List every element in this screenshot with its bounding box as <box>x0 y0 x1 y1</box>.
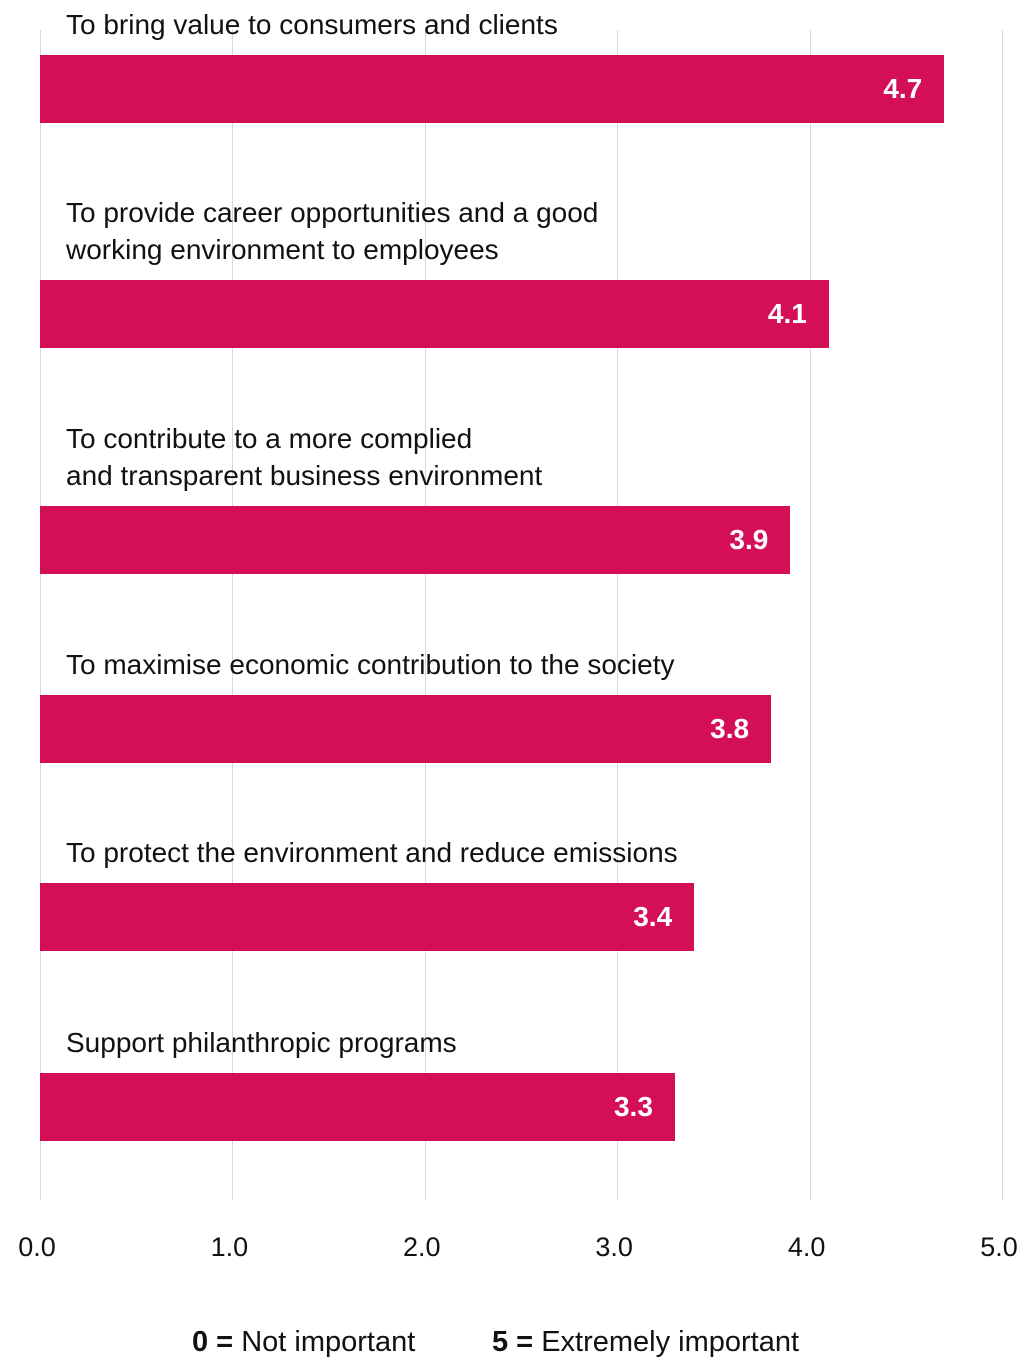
x-tick-label: 5.0 <box>980 1232 1018 1262</box>
category-label-line: Support philanthropic programs <box>66 1027 457 1058</box>
gridline <box>1002 30 1003 1200</box>
legend-key: 0 = <box>192 1326 234 1358</box>
x-tick-label: 0.0 <box>18 1232 56 1262</box>
category-label: To protect the environment and reduce em… <box>66 834 678 871</box>
gridline <box>809 30 811 1200</box>
gridline <box>424 30 426 1200</box>
legend-key: 5 = <box>492 1326 534 1358</box>
x-tick-label: 3.0 <box>595 1232 633 1262</box>
legend-text: Not important <box>241 1326 416 1358</box>
legend-item-max: 5 = Extremely important <box>492 1326 799 1359</box>
bar-value-label: 3.3 <box>613 1091 653 1122</box>
category-label-line: and transparent business environment <box>66 460 543 491</box>
category-label: To contribute to a more complied and tran… <box>66 420 542 494</box>
category-label: To bring value to consumers and clients <box>66 6 558 43</box>
category-label-line: To provide career opportunities and a go… <box>66 197 599 228</box>
bar-value-label: 4.7 <box>883 73 923 104</box>
bar-value-label: 3.8 <box>710 713 750 744</box>
x-tick-label: 4.0 <box>787 1232 826 1262</box>
bar-value-label: 3.9 <box>729 524 769 555</box>
gridline <box>40 30 41 1200</box>
category-label-line: To bring value to consumers and clients <box>66 9 558 40</box>
legend-text: Extremely important <box>541 1326 800 1358</box>
bar-value-label: 3.4 <box>633 901 673 932</box>
bar: 3.8 <box>40 695 772 763</box>
category-label-line: working environment to employees <box>66 234 499 265</box>
bar: 3.9 <box>40 506 791 574</box>
category-label-line: To maximise economic contribution to the… <box>66 649 675 680</box>
category-label: To provide career opportunities and a go… <box>66 194 598 268</box>
bar: 4.7 <box>40 55 945 123</box>
x-tick-label: 2.0 <box>403 1232 441 1262</box>
legend-item-min: 0 = Not important <box>192 1326 415 1359</box>
gridline <box>617 30 619 1200</box>
category-label: To maximise economic contribution to the… <box>66 646 675 683</box>
bar-value-label: 4.1 <box>767 298 807 329</box>
bar: 4.1 <box>40 280 829 348</box>
category-label-line: To contribute to a more complied <box>66 423 473 454</box>
bar: 3.3 <box>40 1073 675 1141</box>
bar: 3.4 <box>40 883 695 951</box>
x-tick-label: 1.0 <box>210 1232 249 1262</box>
gridline <box>232 30 234 1200</box>
category-label-line: To protect the environment and reduce em… <box>66 837 678 868</box>
category-label: Support philanthropic programs <box>66 1024 457 1061</box>
